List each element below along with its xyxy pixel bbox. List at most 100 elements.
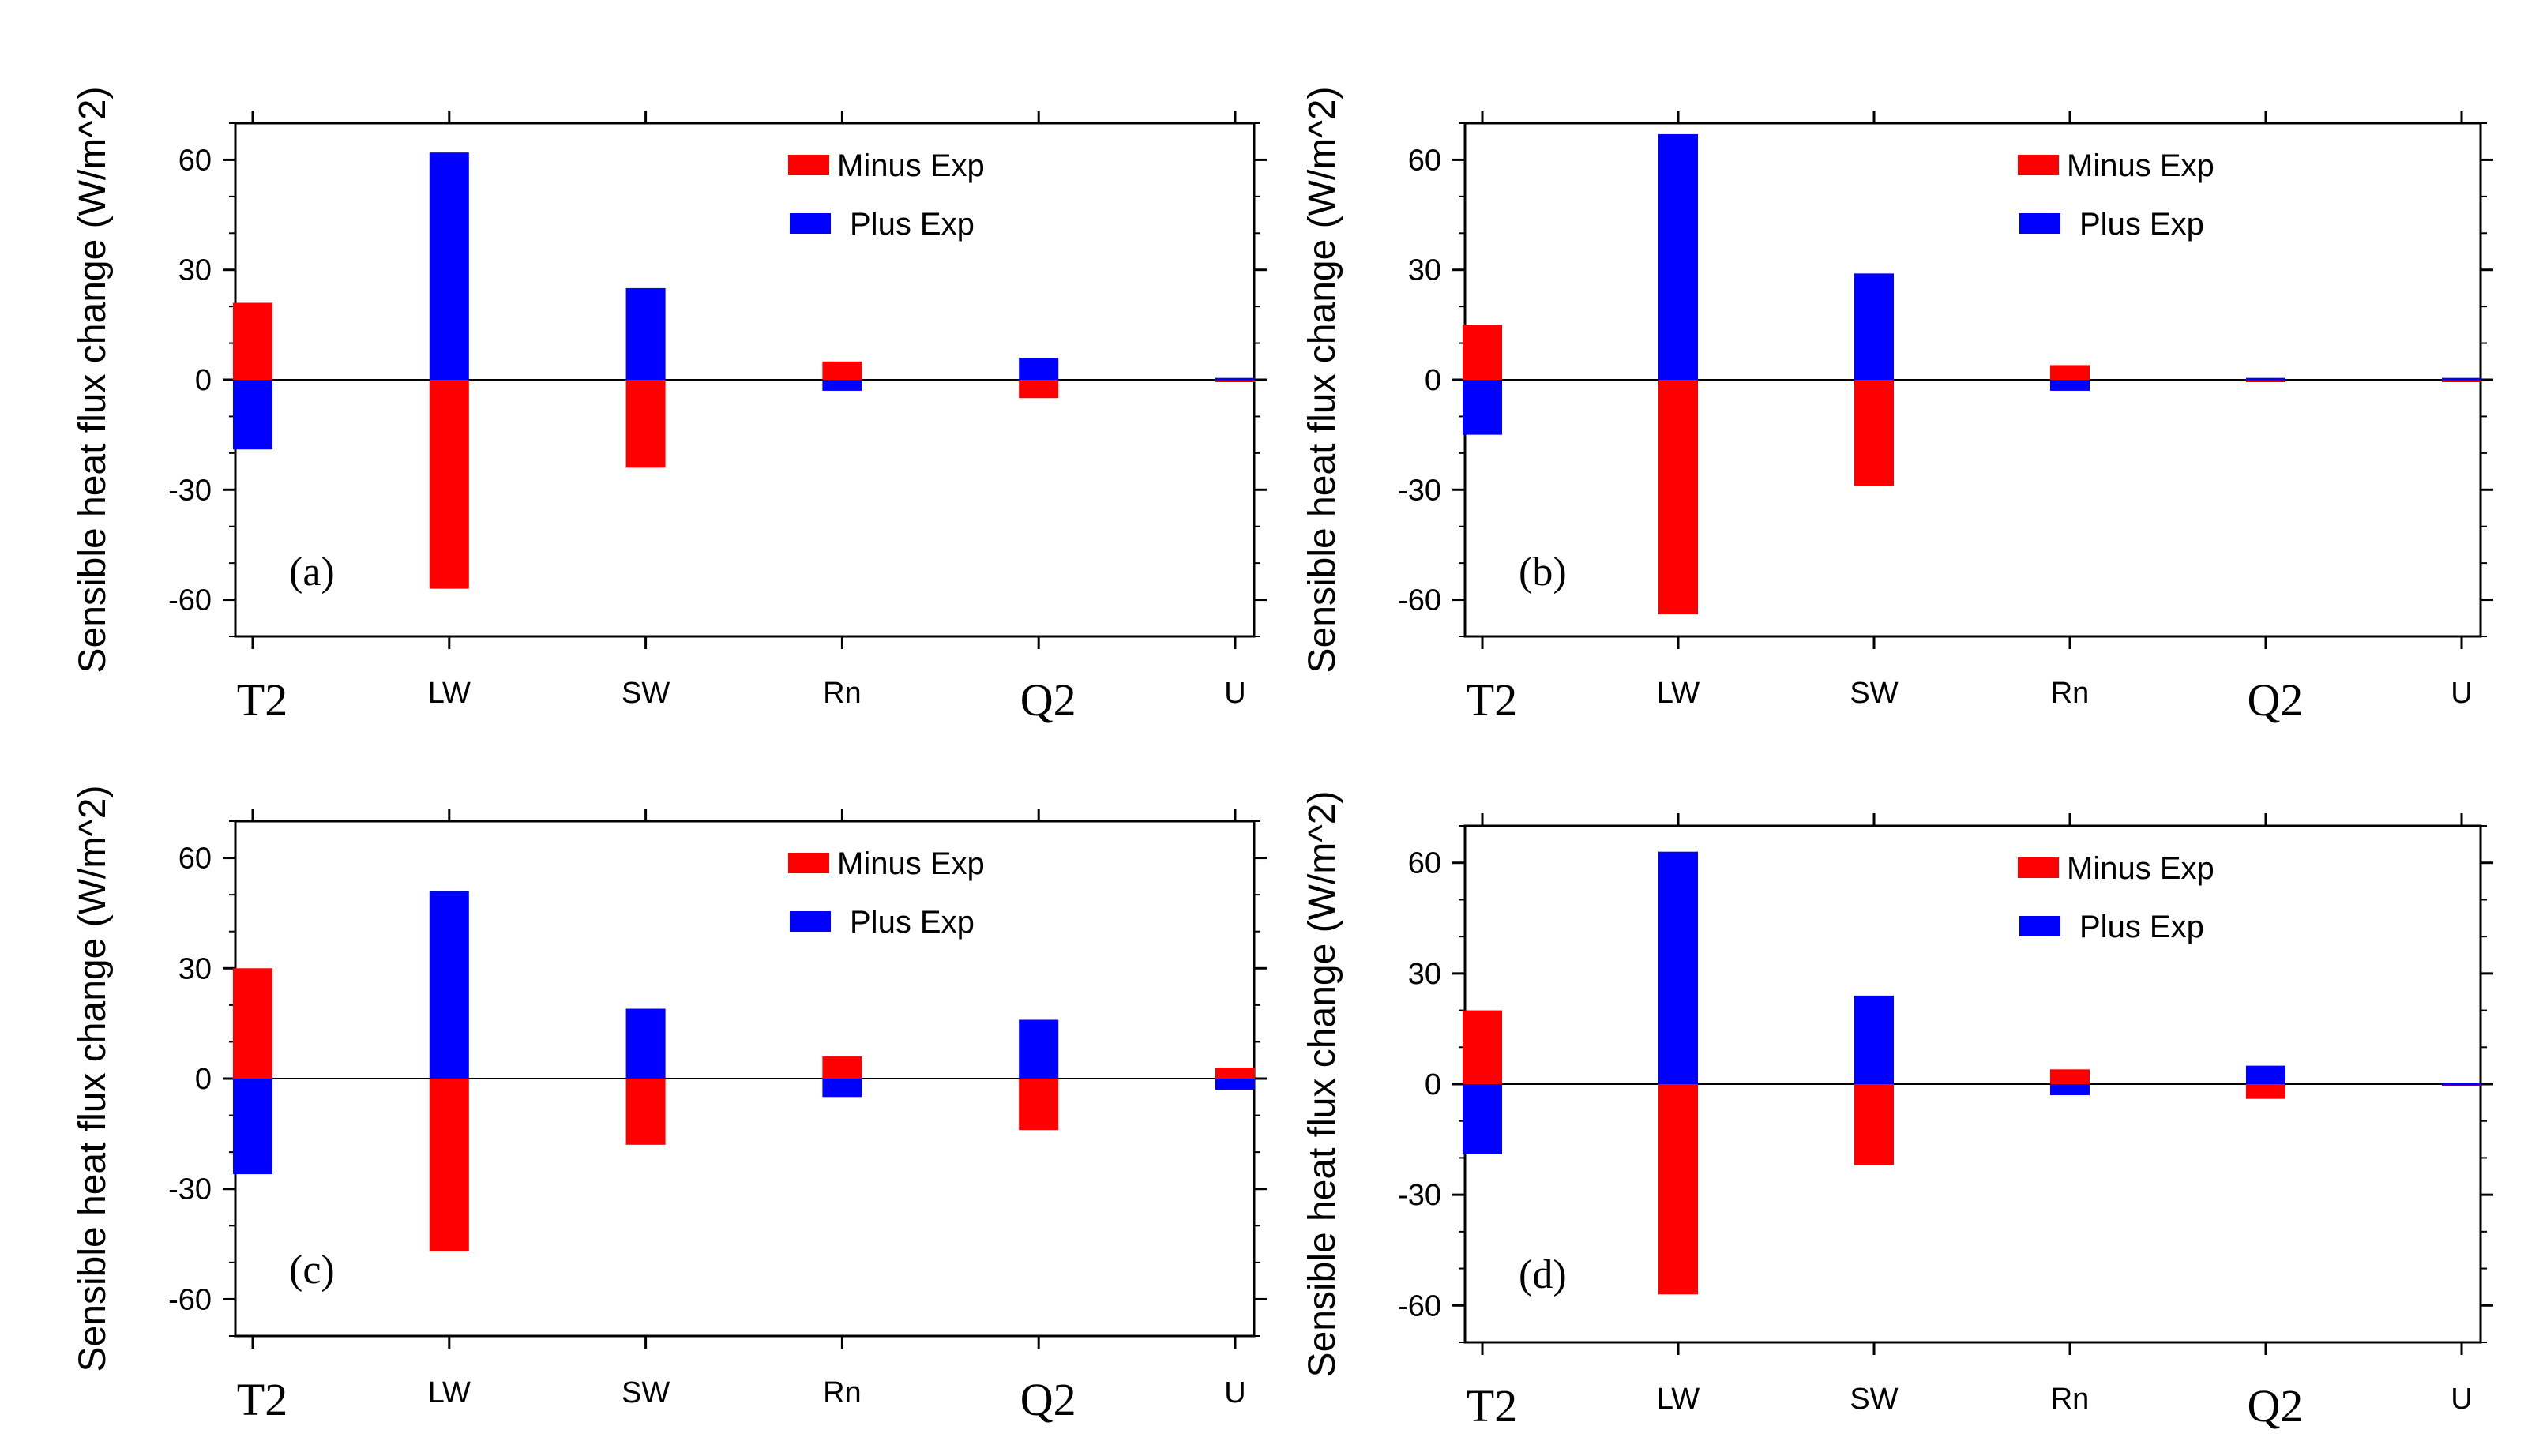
bar-plus-u (1215, 1079, 1255, 1090)
x-tick-label-u: U (2451, 1383, 2472, 1416)
x-tick-label-sw: SW (622, 1376, 670, 1409)
bar-plus-sw (625, 287, 666, 380)
bar-minus-rn (2050, 365, 2090, 380)
legend-swatch-minus (788, 155, 829, 175)
bar-plus-q2 (1019, 358, 1059, 380)
bar-minus-q2 (2246, 380, 2285, 382)
y-tick-label: -30 (168, 1173, 212, 1206)
x-tick-label-sw: SW (622, 677, 670, 710)
bar-minus-t2 (1463, 325, 1502, 380)
bar-plus-lw (429, 891, 469, 1079)
y-tick-label: 30 (178, 952, 212, 985)
bar-minus-lw (429, 380, 469, 589)
bar-plus-q2 (2246, 1065, 2285, 1084)
x-tick-label-u: U (1224, 677, 1245, 710)
bar-minus-t2 (233, 968, 272, 1079)
bar-plus-lw (429, 152, 469, 380)
bar-minus-sw (625, 380, 666, 468)
y-tick-label: -60 (168, 1283, 212, 1316)
bar-minus-u (1215, 380, 1255, 382)
bar-minus-sw (625, 1079, 666, 1145)
chart-panel-a: -60 -30 0 30 60 Sensible heat flux change (W/… (72, 87, 1267, 726)
x-tick-label-u: U (1224, 1376, 1245, 1409)
bar-plus-sw (1854, 273, 1894, 380)
chart-panel-c: -60 -30 0 30 60 Sensible heat flux change (W/… (72, 786, 1267, 1425)
x-tick-label-lw: LW (428, 1376, 471, 1409)
y-axis-title: Sensible heat flux change (W/m^2) (1301, 87, 1343, 674)
bar-minus-t2 (1463, 1010, 1502, 1084)
bar-minus-rn (822, 1056, 862, 1079)
bar-plus-q2 (2246, 377, 2285, 381)
y-tick-label: 30 (1408, 254, 1441, 287)
x-tick-label-lw: LW (1657, 1383, 1700, 1416)
x-tick-label-t2: T2 (1467, 1380, 1517, 1432)
y-tick-label: -30 (1398, 1179, 1441, 1212)
bar-plus-rn (822, 380, 862, 391)
y-tick-label: 60 (1408, 144, 1441, 177)
bar-minus-q2 (1019, 380, 1059, 399)
legend-swatch-plus (2019, 916, 2060, 936)
x-tick-label-q2: Q2 (1020, 674, 1076, 726)
y-tick-label: 0 (195, 1063, 212, 1096)
bar-minus-lw (1658, 380, 1698, 615)
bar-minus-sw (1854, 1084, 1894, 1165)
bar-plus-t2 (233, 380, 272, 450)
panel-label: (d) (1519, 1252, 1567, 1297)
bar-minus-u (1215, 1068, 1255, 1079)
bar-plus-t2 (1463, 380, 1502, 435)
chart-panel-b: -60 -30 0 30 60 Sensible heat flux change (W/… (1301, 87, 2493, 726)
legend-swatch-plus (790, 911, 831, 932)
y-tick-label: 30 (1408, 958, 1441, 991)
x-tick-label-q2: Q2 (1020, 1374, 1076, 1425)
bar-plus-rn (2050, 1084, 2090, 1096)
y-tick-label: -60 (168, 584, 212, 617)
bar-plus-u (1215, 377, 1255, 381)
bar-plus-lw (1658, 851, 1698, 1084)
x-tick-label-t2: T2 (1467, 674, 1517, 726)
bar-plus-q2 (1019, 1019, 1059, 1079)
chart-panel-d: -60 -30 0 30 60 Sensible heat flux change (W/… (1301, 791, 2493, 1432)
bar-plus-sw (1854, 995, 1894, 1084)
x-tick-label-q2: Q2 (2248, 674, 2304, 726)
x-tick-label-lw: LW (1657, 677, 1700, 710)
bar-plus-sw (625, 1008, 666, 1079)
panel-label: (b) (1519, 550, 1567, 595)
y-tick-label: 0 (1425, 1068, 1441, 1101)
panel-label: (a) (289, 550, 335, 595)
bar-plus-rn (822, 1079, 862, 1098)
bar-minus-t2 (233, 302, 272, 380)
y-tick-label: -30 (168, 474, 212, 507)
y-axis-title: Sensible heat flux change (W/m^2) (1301, 791, 1343, 1378)
legend-label-minus: Minus Exp (837, 846, 985, 881)
legend-swatch-plus (790, 213, 831, 234)
y-tick-label: 60 (1408, 847, 1441, 880)
legend-label-plus: Plus Exp (850, 207, 975, 242)
y-tick-label: 60 (178, 144, 212, 177)
x-tick-label-t2: T2 (237, 674, 287, 726)
legend-label-plus: Plus Exp (2079, 207, 2204, 242)
y-tick-label: -60 (1398, 1289, 1441, 1323)
bar-plus-t2 (233, 1079, 272, 1175)
bar-plus-rn (2050, 380, 2090, 391)
legend-swatch-minus (788, 853, 829, 873)
legend-label-minus: Minus Exp (2067, 851, 2214, 886)
x-tick-label-t2: T2 (237, 1374, 287, 1425)
legend-swatch-minus (2018, 155, 2059, 175)
legend-label-minus: Minus Exp (2067, 148, 2214, 183)
bar-minus-rn (822, 361, 862, 380)
legend-swatch-plus (2019, 213, 2060, 234)
bar-minus-rn (2050, 1069, 2090, 1084)
y-tick-label: 60 (178, 842, 212, 876)
panel-label: (c) (289, 1248, 335, 1293)
legend-swatch-minus (2018, 857, 2059, 878)
bar-minus-q2 (1019, 1079, 1059, 1131)
x-tick-label-rn: Rn (823, 1376, 862, 1409)
bar-plus-u (2442, 1083, 2481, 1086)
y-tick-label: 0 (195, 364, 212, 397)
bar-minus-sw (1854, 380, 1894, 486)
x-tick-label-sw: SW (1850, 677, 1898, 710)
y-tick-label: -60 (1398, 584, 1441, 617)
y-axis-title: Sensible heat flux change (W/m^2) (72, 786, 114, 1372)
bar-minus-u (2442, 380, 2481, 382)
